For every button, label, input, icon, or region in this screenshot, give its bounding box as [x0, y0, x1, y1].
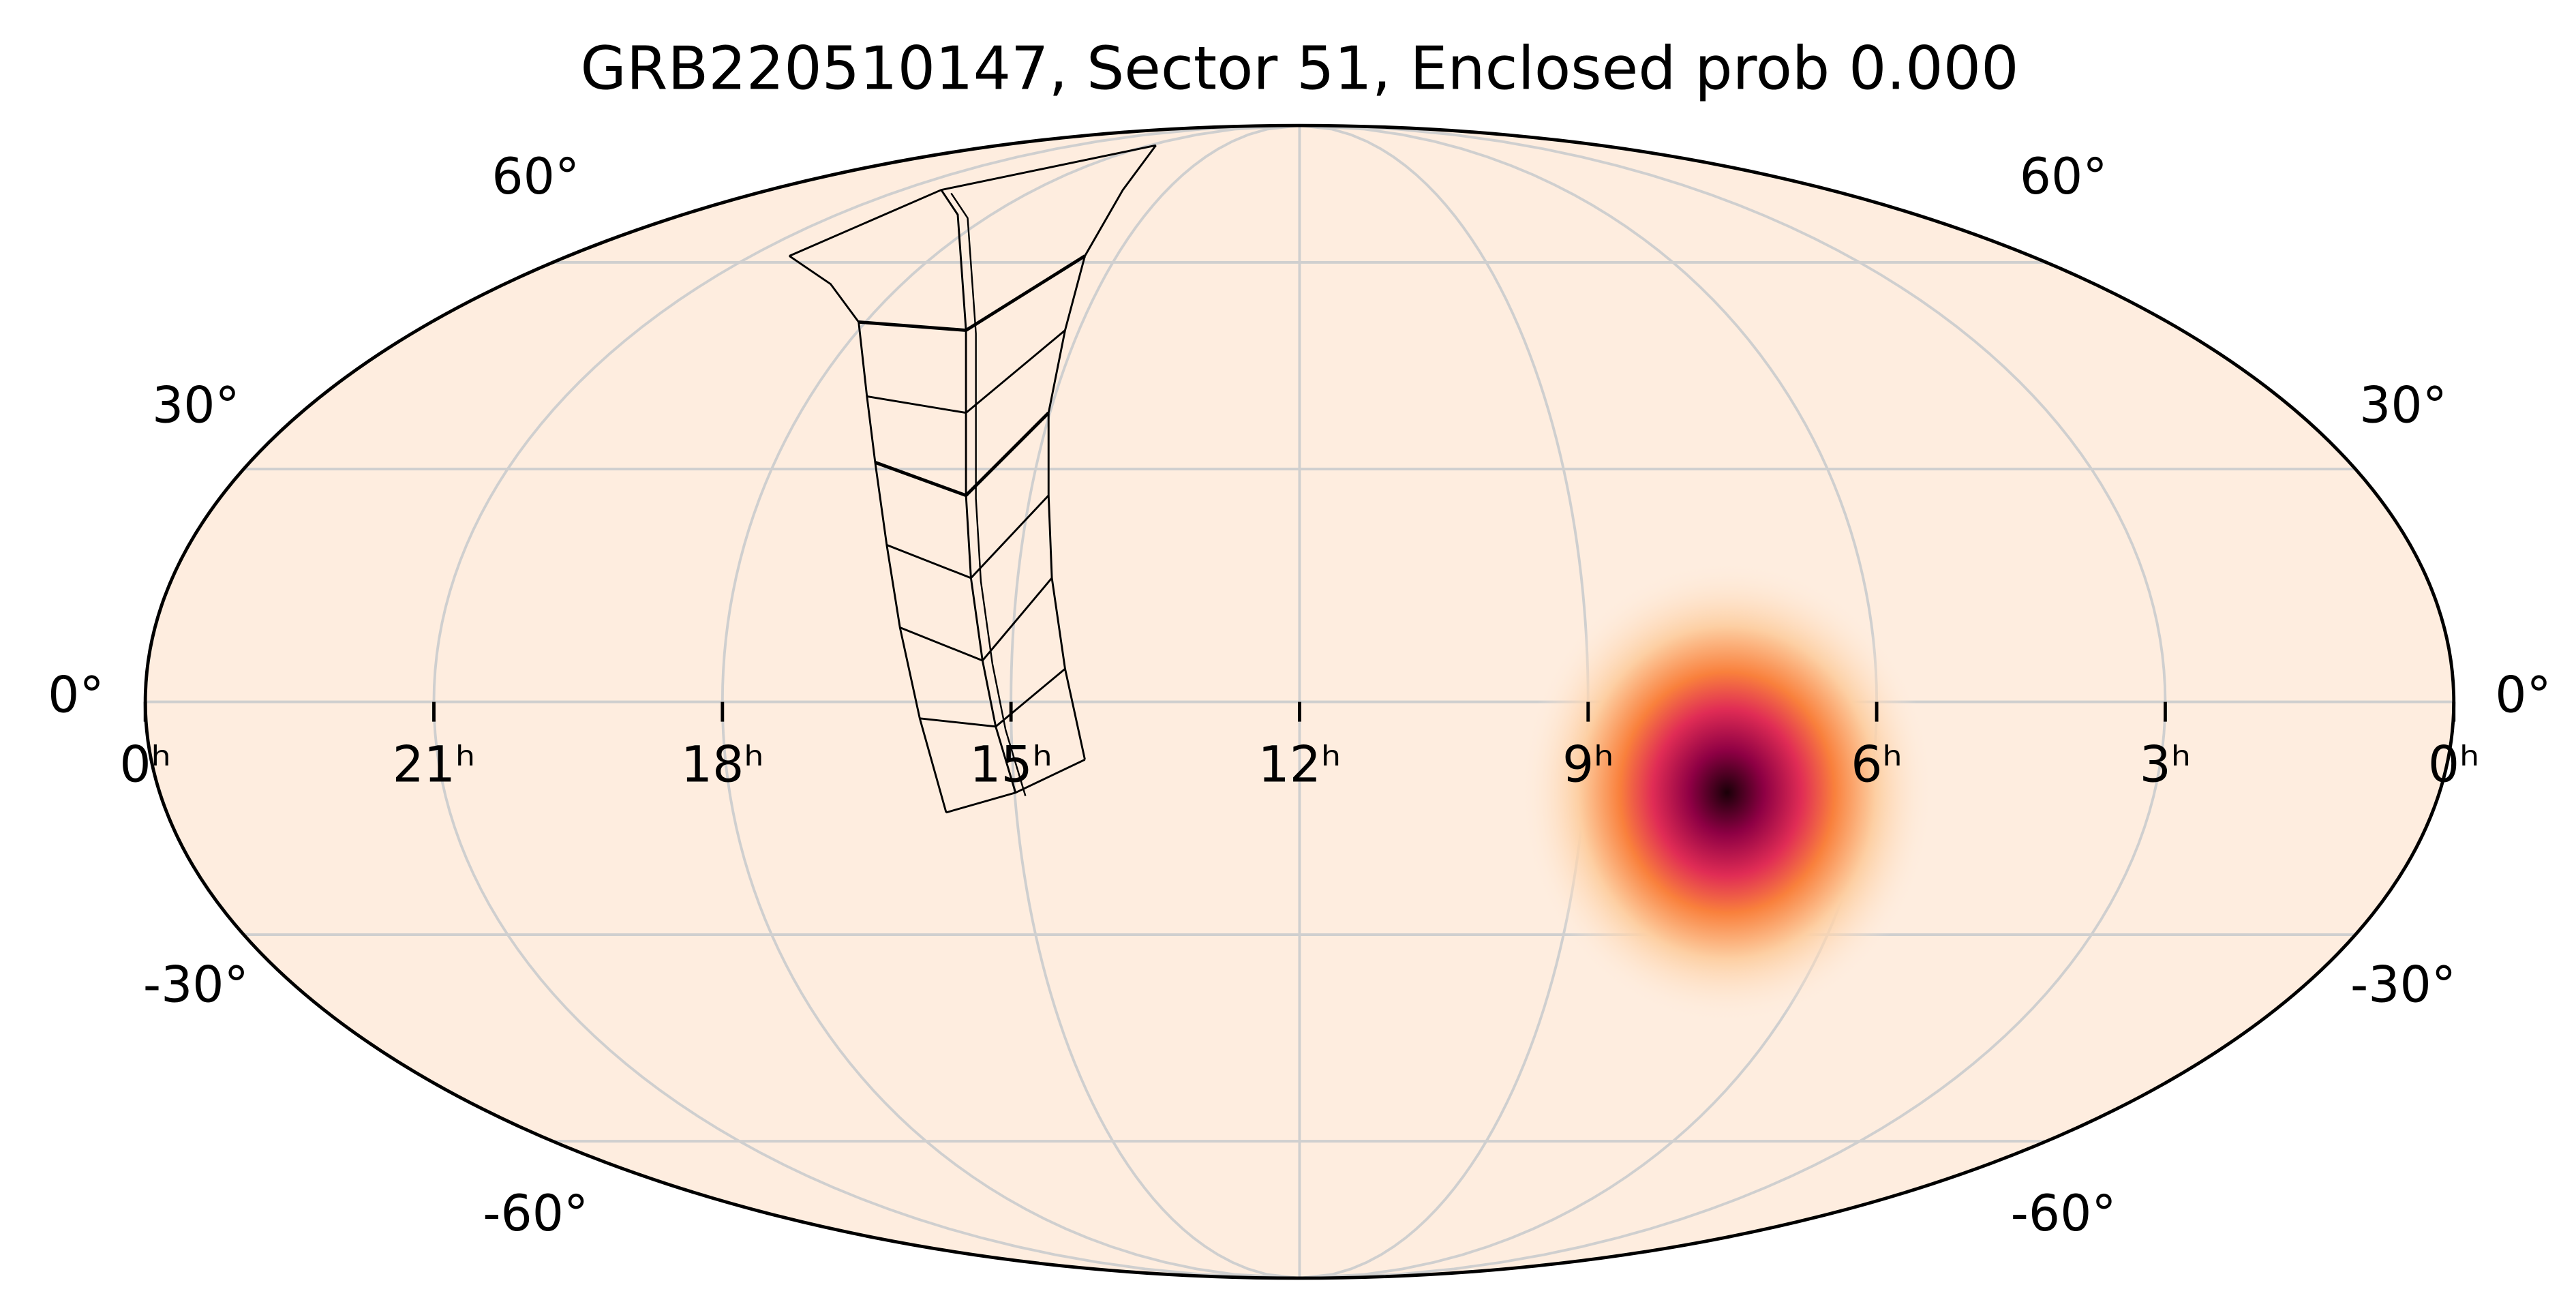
y-tick-label: 30° [2359, 378, 2447, 435]
y-tick-label: -30° [143, 957, 249, 1014]
footprint-edge [950, 192, 1027, 796]
x-tick-label: 6ʰ [1851, 736, 1903, 793]
x-tick-label: 21ʰ [393, 736, 476, 793]
footprint-edge [858, 254, 1086, 332]
footprint-edge [920, 667, 1066, 728]
y-tick-label: 0° [48, 667, 104, 725]
footprint-edge [866, 329, 1066, 414]
y-tick-label: -60° [2011, 1185, 2117, 1243]
x-tick-label: 15ʰ [969, 736, 1052, 793]
footprint [789, 144, 1157, 814]
x-tick-label: 0ʰ [2428, 736, 2480, 793]
labels: 0ʰ 21ʰ 18ʰ 15ʰ 12ʰ 9ʰ 6ʰ 3ʰ 0ʰ 60° 60° 30° 30° 0° 0° -3… [48, 149, 2551, 1243]
y-tick-label: 60° [491, 149, 579, 206]
x-tick-label: 12ʰ [1258, 736, 1342, 793]
chart-title: GRB220510147, Sector 51, Enclosed prob 0… [580, 34, 2018, 104]
y-tick-label: 30° [152, 378, 240, 435]
footprint-edge [789, 144, 1157, 257]
y-tick-label: 60° [2020, 149, 2108, 206]
footprint-edge [875, 411, 1050, 498]
y-tick-label: -60° [483, 1185, 588, 1243]
x-tick-label: 0ʰ [119, 736, 171, 793]
footprint-edge [899, 577, 1053, 662]
marks [1520, 561, 1934, 1024]
sky-outline [143, 123, 2456, 1280]
x-tick-label: 3ʰ [2140, 736, 2192, 793]
y-tick-label: -30° [2350, 957, 2456, 1014]
footprint-edge [945, 759, 1086, 814]
x-tick-label: 9ʰ [1562, 736, 1614, 793]
y-tick-label: 0° [2495, 667, 2551, 725]
x-tick-label: 18ʰ [681, 736, 764, 793]
probability-peak [1520, 561, 1934, 1024]
footprint-edge [886, 494, 1050, 579]
